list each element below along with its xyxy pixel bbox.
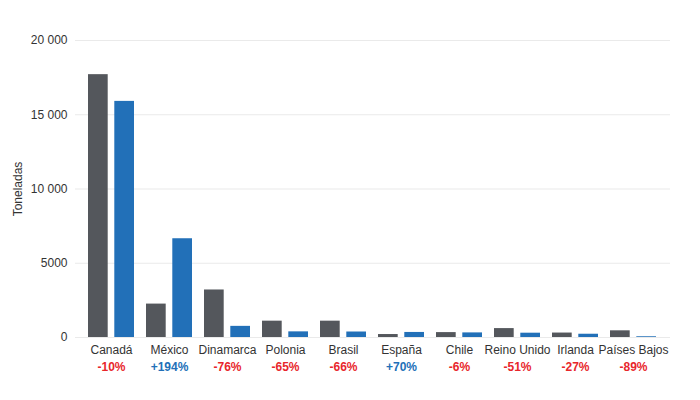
svg-text:-76%: -76% — [213, 360, 241, 374]
svg-text:-89%: -89% — [619, 360, 647, 374]
svg-text:5000: 5000 — [41, 256, 68, 270]
svg-text:España: España — [381, 343, 422, 357]
svg-text:0: 0 — [61, 330, 68, 344]
svg-text:Toneladas: Toneladas — [11, 162, 25, 217]
svg-text:-66%: -66% — [329, 360, 357, 374]
svg-text:Reino Unido: Reino Unido — [484, 343, 550, 357]
svg-text:15 000: 15 000 — [31, 108, 68, 122]
svg-text:Países Bajos: Países Bajos — [598, 343, 668, 357]
svg-text:-27%: -27% — [561, 360, 589, 374]
svg-text:-6%: -6% — [449, 360, 471, 374]
svg-text:Dinamarca: Dinamarca — [198, 343, 256, 357]
svg-text:20 000: 20 000 — [31, 33, 68, 47]
svg-text:-10%: -10% — [97, 360, 125, 374]
svg-text:-51%: -51% — [503, 360, 531, 374]
svg-text:Polonia: Polonia — [265, 343, 305, 357]
svg-text:Brasil: Brasil — [328, 343, 358, 357]
svg-text:Chile: Chile — [446, 343, 474, 357]
svg-text:México: México — [150, 343, 188, 357]
svg-text:10 000: 10 000 — [31, 182, 68, 196]
svg-text:Canadá: Canadá — [90, 343, 132, 357]
svg-text:Irlanda: Irlanda — [557, 343, 594, 357]
svg-text:+194%: +194% — [151, 360, 189, 374]
svg-text:-65%: -65% — [271, 360, 299, 374]
svg-text:+70%: +70% — [386, 360, 417, 374]
